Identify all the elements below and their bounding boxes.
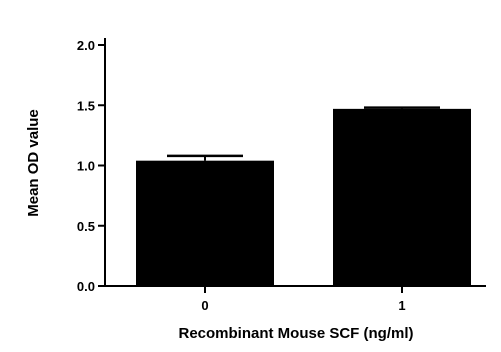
y-tick-label-2.0: 2.0 <box>77 38 95 53</box>
y-axis-title: Mean OD value <box>25 109 42 217</box>
x-tick-label-1: 1 <box>398 298 405 313</box>
y-tick-label-0.0: 0.0 <box>77 279 95 294</box>
y-ticks-layer: 0.0 0.5 1.0 1.5 2.0 <box>77 38 105 294</box>
bar-1 <box>333 108 471 287</box>
bar-0 <box>136 160 274 286</box>
bars-layer <box>136 108 471 287</box>
x-axis-title: Recombinant Mouse SCF (ng/ml) <box>178 325 413 342</box>
x-tick-label-0: 0 <box>201 298 208 313</box>
y-tick-label-0.5: 0.5 <box>77 219 95 234</box>
y-tick-label-1.5: 1.5 <box>77 98 95 113</box>
error-bars-layer <box>167 106 440 161</box>
y-tick-label-1.0: 1.0 <box>77 159 95 174</box>
